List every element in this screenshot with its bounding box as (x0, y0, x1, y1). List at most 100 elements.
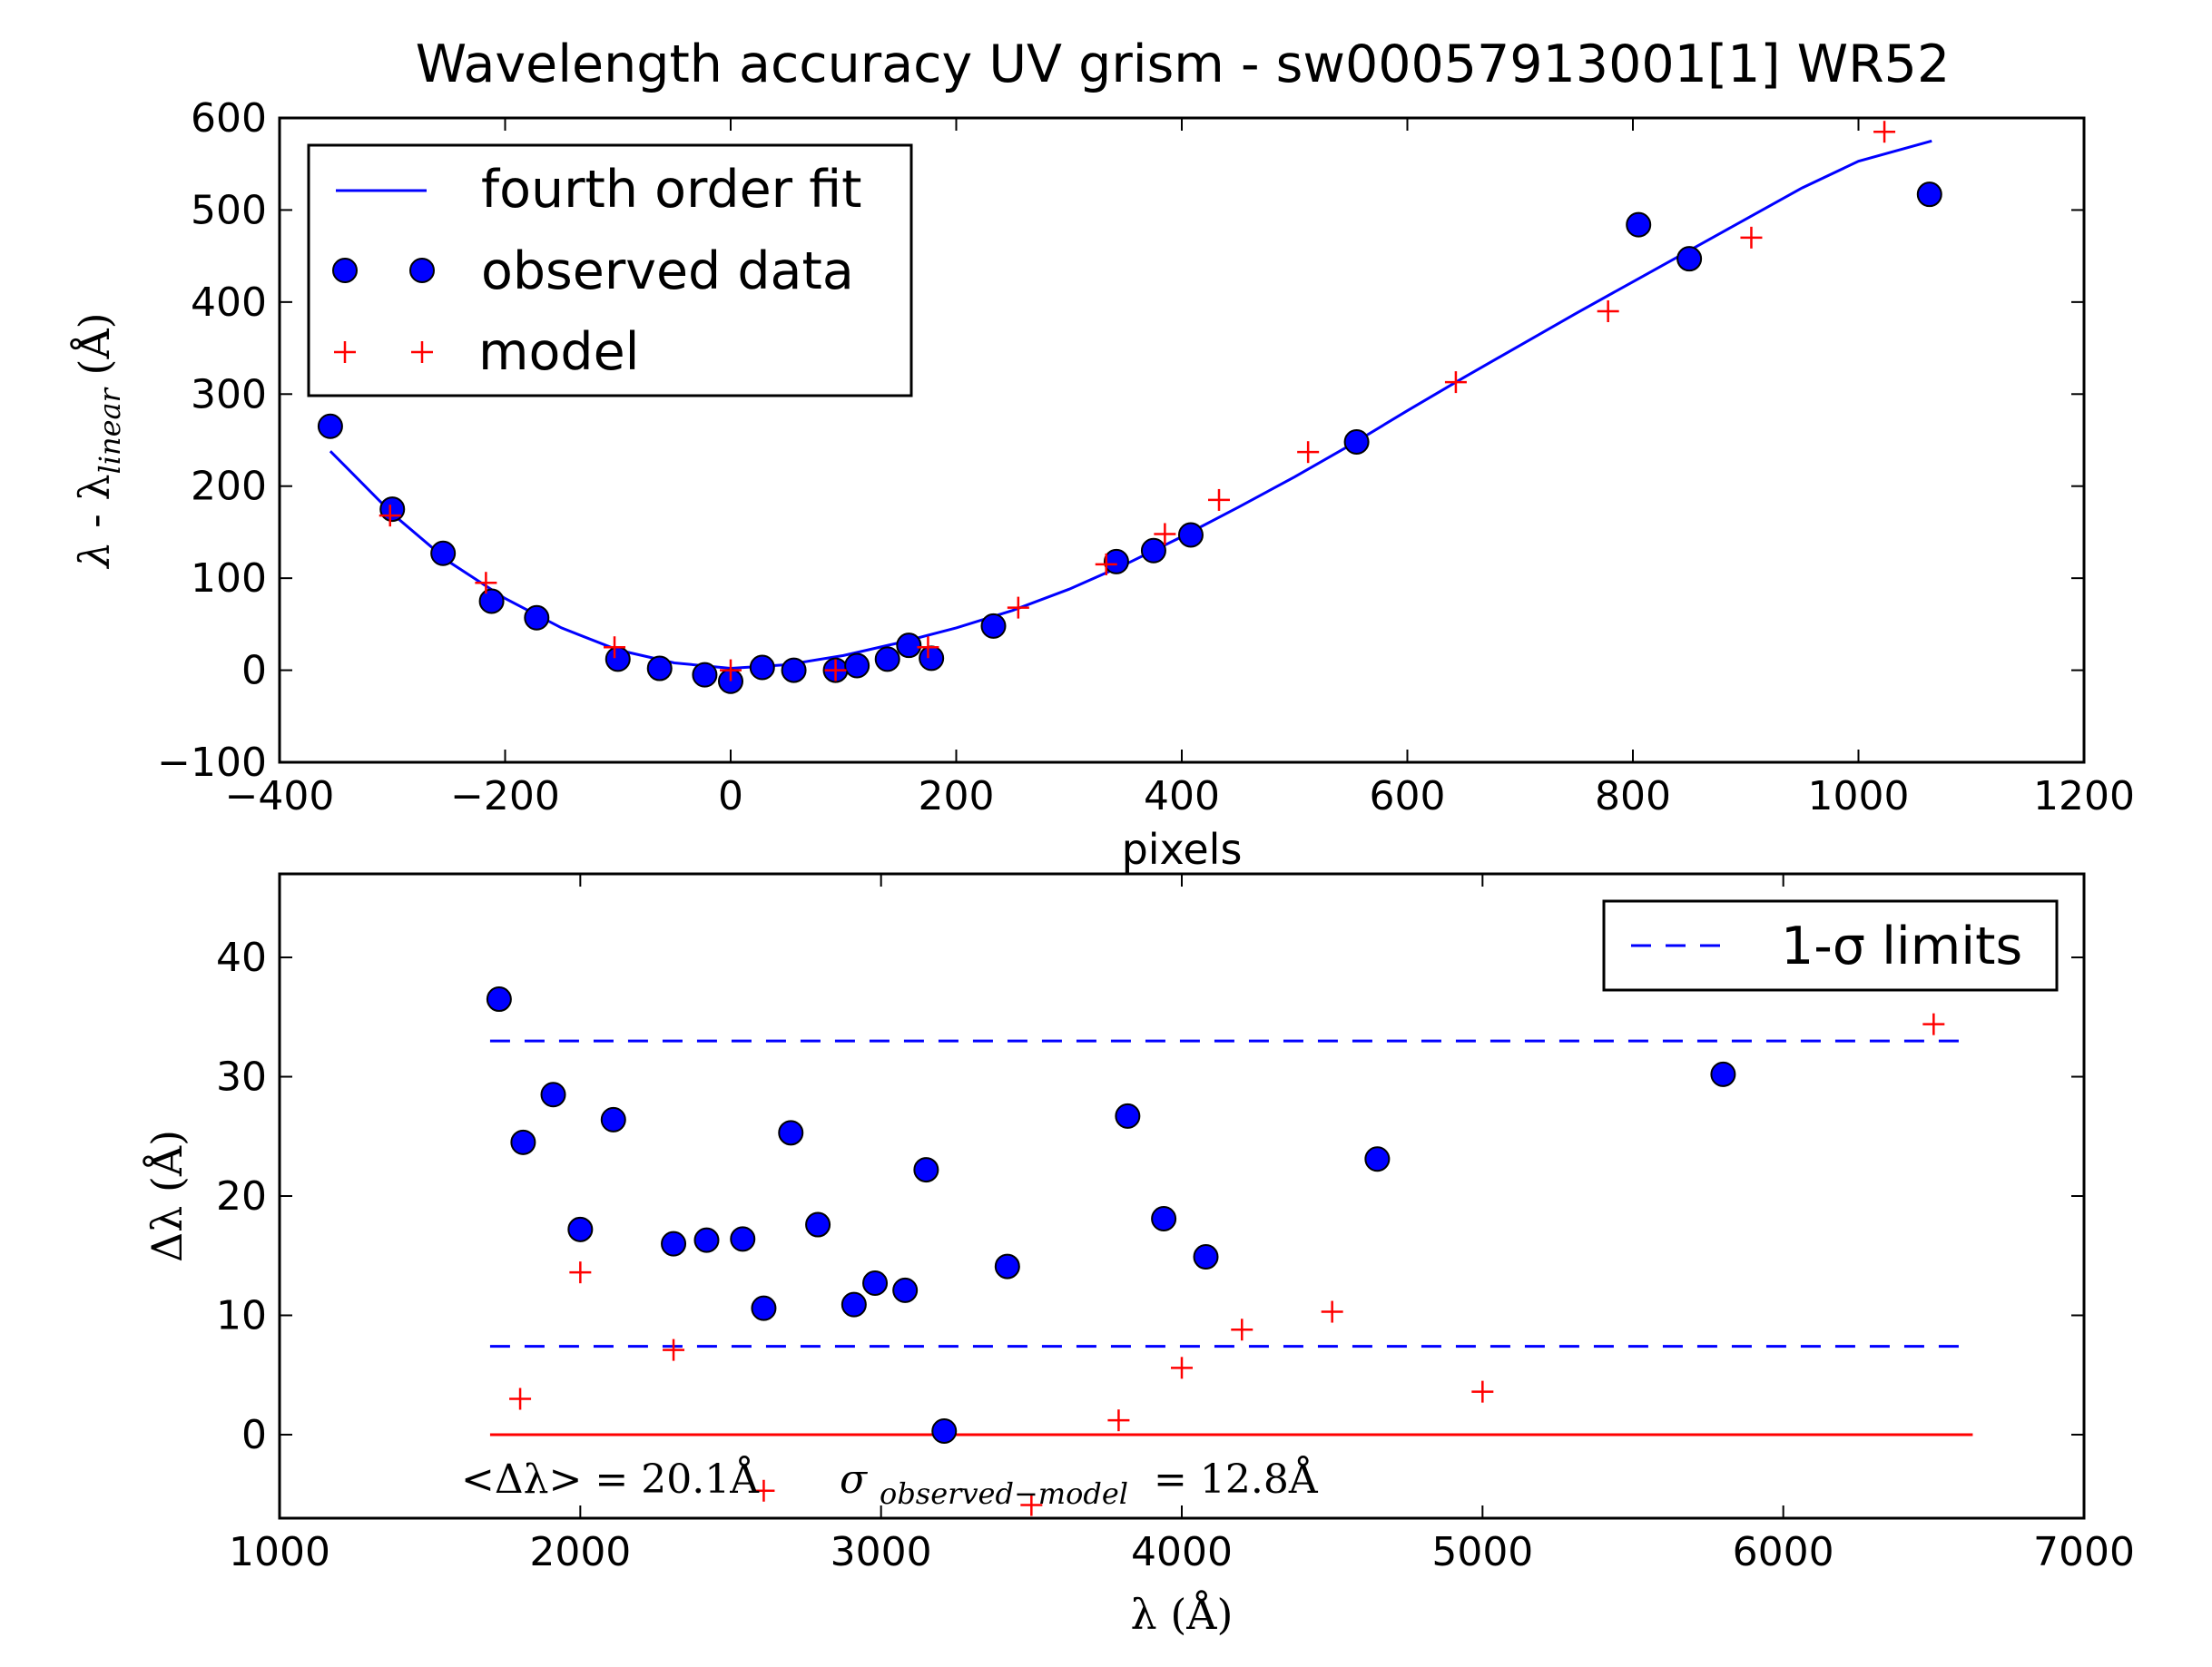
bottom-observed-point (693, 1227, 720, 1253)
top-observed-point (692, 662, 718, 688)
bottom-model-point (509, 1388, 532, 1410)
top-observed-point (524, 604, 550, 631)
bottom-observed-point (778, 1120, 804, 1146)
top-y-tick-label: −100 (157, 740, 267, 786)
bottom-x-tick-label: 5000 (1431, 1529, 1533, 1575)
top-observed-point (605, 646, 631, 672)
top-observed-point (980, 613, 1007, 639)
mean-annotation: <Δλ> = 20.1Å (461, 1455, 760, 1503)
bottom-x-tick-label: 7000 (2033, 1529, 2135, 1575)
legend-observed-swatch-1 (332, 258, 358, 283)
top-model-point (1154, 523, 1176, 545)
bottom-observed-point (510, 1129, 536, 1155)
bottom-observed-point (1364, 1146, 1391, 1172)
bottom-model-point (1020, 1494, 1043, 1516)
top-observed-point (874, 646, 900, 672)
bottom-model-point (1171, 1357, 1193, 1379)
top-observed-point (379, 496, 406, 523)
legend-model-swatch (334, 341, 433, 363)
top-observed-point (749, 654, 775, 681)
bottom-model-point (752, 1479, 775, 1502)
bottom-observed-point (540, 1082, 566, 1108)
top-model-point (1095, 553, 1117, 575)
top-observed-point (896, 632, 922, 659)
top-model-point (1597, 300, 1619, 322)
bottom-x-tick-label: 2000 (529, 1529, 631, 1575)
bottom-legend: 1-σ limits (1602, 899, 2059, 992)
bottom-model-point (663, 1339, 685, 1361)
top-legend: fourth order fit observed data model (307, 143, 913, 397)
top-y-tick-label: 500 (191, 187, 267, 233)
top-model-point (1444, 371, 1467, 394)
bottom-observed-point (567, 1216, 594, 1242)
top-x-tick-label: 600 (1370, 773, 1446, 819)
top-chart: Wavelength accuracy UV grism - sw0005791… (69, 34, 2135, 874)
top-x-tick-label: 200 (919, 773, 995, 819)
bottom-observed-point (751, 1295, 777, 1321)
chart-title: Wavelength accuracy UV grism - sw0005791… (416, 34, 1950, 94)
bottom-x-axis-label: λ (Å) (1131, 1589, 1234, 1639)
top-y-tick-label: 300 (191, 371, 267, 417)
top-observed-point (1676, 246, 1703, 272)
top-y-tick-label: 0 (241, 648, 267, 694)
bottom-y-tick-label: 10 (216, 1292, 267, 1339)
legend-observed-swatch-2 (409, 258, 435, 283)
top-model-point (604, 636, 626, 659)
top-observed-point (1103, 548, 1129, 574)
bottom-observed-point (1193, 1244, 1219, 1270)
bottom-observed-point (913, 1157, 939, 1183)
bottom-observed-point (862, 1270, 889, 1296)
top-x-tick-label: 1200 (2033, 773, 2135, 819)
legend-model-label: model (478, 322, 640, 382)
top-x-tick-label: 800 (1595, 773, 1671, 819)
bottom-observed-point (892, 1277, 919, 1303)
bottom-limit-lines (489, 1039, 1973, 1437)
top-model-point (1007, 596, 1029, 619)
bottom-y-tick-label: 0 (241, 1412, 267, 1458)
top-model-point (1873, 121, 1896, 143)
bottom-y-tick-label: 20 (216, 1173, 267, 1220)
sigma-symbol: σ (840, 1456, 869, 1503)
top-model-point (1208, 488, 1231, 511)
top-y-tick-label: 200 (191, 464, 267, 510)
top-model-point (378, 505, 401, 527)
bottom-observed-point (600, 1106, 626, 1133)
top-model-point (1740, 226, 1763, 249)
bottom-x-tick-label: 4000 (1131, 1529, 1233, 1575)
bottom-model-point (1107, 1409, 1130, 1432)
top-observed-point (430, 540, 457, 566)
sigma-annotation: σ observed−model = 12.8Å (840, 1455, 1319, 1514)
bottom-observed-point (1151, 1205, 1177, 1231)
top-observed-point (1177, 522, 1204, 548)
bottom-observed-point (730, 1226, 756, 1252)
bottom-observed-markers (486, 986, 1736, 1445)
top-model-point (917, 636, 939, 659)
sigma-subscript: observed−model (880, 1476, 1128, 1511)
svg-text:λ - λlinear (Å): λ - λlinear (Å) (69, 312, 127, 569)
top-observed-point (1916, 181, 1942, 208)
top-model-point (475, 572, 497, 594)
top-y-tick-label: 400 (191, 279, 267, 326)
bottom-model-markers (509, 1013, 1945, 1516)
bottom-observed-point (805, 1211, 831, 1238)
top-x-axis-label: pixels (1122, 825, 1243, 874)
top-axis-ticks: −400 −200 0 200 400 600 800 1000 1200 −100 0 100 200… (157, 95, 2135, 819)
bottom-chart: 1000 2000 3000 4000 5000 6000 7000 0 10 20 30 40 λ … (142, 872, 2135, 1639)
bottom-model-point (1231, 1319, 1253, 1341)
top-observed-point (478, 588, 505, 614)
bottom-axis-ticks: 1000 2000 3000 4000 5000 6000 7000 0 10 20 30 40 (216, 874, 2135, 1575)
top-x-tick-label: −200 (450, 773, 560, 819)
top-y-tick-label: 600 (191, 95, 267, 142)
top-observed-point (1626, 211, 1652, 238)
top-y-axis-label: λ - λlinear (Å) (69, 312, 127, 569)
legend-observed-label: observed data (481, 241, 854, 301)
top-model-point (824, 659, 847, 682)
top-model-markers (378, 121, 1896, 682)
bottom-observed-point (1115, 1103, 1141, 1129)
top-observed-point (1343, 429, 1370, 456)
top-model-point (1297, 441, 1320, 464)
bottom-y-tick-label: 30 (216, 1054, 267, 1101)
top-legend-box (307, 143, 913, 397)
bottom-x-tick-label: 6000 (1733, 1529, 1834, 1575)
